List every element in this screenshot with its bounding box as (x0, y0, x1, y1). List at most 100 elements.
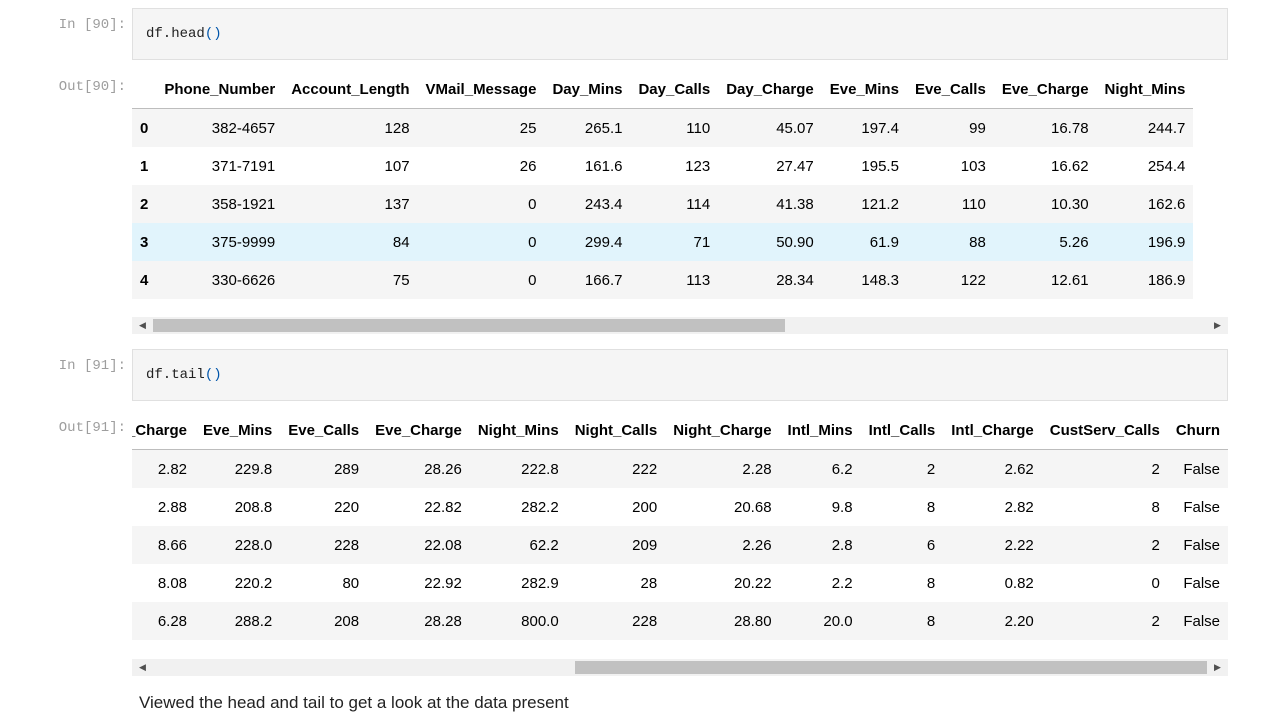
in-prompt-91: In [91]: (58, 358, 126, 374)
table-cell: 382-4657 (211, 119, 276, 137)
table-cell: 229.8 (234, 460, 273, 478)
table-cell: 162.6 (1147, 195, 1186, 213)
table-cell: 0.82 (1004, 574, 1034, 592)
column-header: Eve_Charge (367, 411, 470, 450)
table-cell: 84 (392, 233, 410, 251)
table-cell: 330-6626 (211, 271, 276, 289)
table-cell: 0 (1151, 574, 1160, 592)
table-cell: 128 (384, 119, 410, 137)
table-row: 4 330-6626 75 0 166.7 113 28.34 148.3 122 12.61 18… (132, 261, 1194, 299)
table-cell: 28 (640, 574, 658, 592)
code-text[interactable]: df.head() (146, 26, 222, 42)
table-cell: 6.2 (831, 460, 853, 478)
table-cell: 299.4 (584, 233, 623, 251)
table-cell: 28.28 (424, 612, 462, 630)
scrollbar-thumb[interactable] (153, 319, 786, 332)
row-index: 0 (140, 119, 149, 137)
table-cell: 110 (961, 195, 986, 213)
column-header: Intl_Mins (779, 411, 861, 450)
table-cell: 2.22 (1004, 536, 1034, 554)
table-cell: 12.61 (1051, 271, 1089, 289)
table-cell: 2.88 (157, 498, 188, 516)
head-dataframe-table: Phone_Number Account_Length VMail_Message D… (132, 70, 1194, 299)
table-cell: 6 (926, 536, 936, 554)
table-cell: 20.68 (734, 498, 772, 516)
table-cell: 2 (1151, 460, 1160, 478)
table-cell: 243.4 (584, 195, 623, 213)
column-header: Eve_Mins (821, 70, 907, 109)
table-cell: 137 (384, 195, 410, 213)
code-text[interactable]: df.tail() (146, 367, 222, 383)
table-cell: 2.8 (831, 536, 853, 554)
table-cell: 208.8 (234, 498, 273, 516)
table-cell: 5.26 (1059, 233, 1089, 251)
tail-horizontal-scrollbar[interactable]: ◀ ▶ (132, 659, 1228, 676)
table-cell: 26 (519, 157, 537, 175)
table-cell: 122 (960, 271, 986, 289)
table-cell: 28.26 (424, 460, 462, 478)
tail-output: Day_ChargeEve_MinsEve_CallsEve_ChargeNig… (132, 411, 1228, 641)
table-cell: 186.9 (1147, 271, 1186, 289)
column-header: Night_Charge (665, 411, 780, 450)
column-header: Eve_Calls (280, 411, 368, 450)
code-cell-head[interactable]: df.head() (132, 8, 1228, 60)
table-cell: 8 (1151, 498, 1160, 516)
table-cell: False (1183, 536, 1220, 554)
table-cell: 209 (632, 536, 658, 554)
table-cell: 358-1921 (211, 195, 276, 213)
table-cell: 22.08 (424, 536, 462, 554)
table-cell: 16.78 (1051, 119, 1089, 137)
table-cell: 50.90 (776, 233, 814, 251)
table-cell: 80 (342, 574, 360, 592)
table-cell: 123 (685, 157, 711, 175)
code-paren: () (204, 367, 222, 383)
column-header: Night_Calls (566, 411, 666, 450)
table-cell: 161.6 (584, 157, 623, 175)
column-header (132, 70, 157, 109)
table-cell: 121.2 (861, 195, 899, 213)
scroll-left-arrow-icon[interactable]: ◀ (139, 662, 146, 672)
table-cell: 8.08 (157, 574, 188, 592)
table-cell: 110 (686, 119, 711, 137)
table-cell: 228.0 (234, 536, 273, 554)
scroll-right-arrow-icon[interactable]: ▶ (1214, 662, 1221, 672)
column-header: Phone_Number (156, 70, 284, 109)
table-cell: False (1183, 612, 1220, 630)
scroll-right-arrow-icon[interactable]: ▶ (1214, 320, 1221, 330)
column-header: Account_Length (283, 70, 418, 109)
table-cell: 88 (969, 233, 986, 251)
table-cell: 228 (334, 536, 360, 554)
head-horizontal-scrollbar[interactable]: ◀ ▶ (132, 317, 1228, 334)
scrollbar-thumb[interactable] (574, 661, 1207, 674)
table-cell: 6.28 (157, 612, 188, 630)
table-cell: False (1183, 498, 1220, 516)
table-cell: 197.4 (861, 119, 899, 137)
table-cell: 208 (334, 612, 360, 630)
table-cell: 222 (632, 460, 658, 478)
table-cell: 2.2 (831, 574, 853, 592)
out-prompt-90: Out[90]: (58, 79, 126, 95)
column-header: Intl_Charge (943, 411, 1042, 450)
table-cell: 20.0 (823, 612, 853, 630)
scroll-left-arrow-icon[interactable]: ◀ (139, 320, 146, 330)
table-row: 2.82 229.8 289 28.26 222.8 222 2.28 6.2 2 2.62 2 Fa… (132, 449, 1228, 488)
code-cell-tail[interactable]: df.tail() (132, 349, 1228, 401)
table-cell: 0 (528, 271, 537, 289)
row-index: 1 (140, 157, 149, 175)
table-cell: 375-9999 (211, 233, 276, 251)
column-header: Intl_Calls (860, 411, 944, 450)
table-cell: 8 (926, 574, 936, 592)
column-header: Day_Charge (718, 70, 822, 109)
table-cell: 282.9 (521, 574, 559, 592)
code-paren: () (204, 26, 222, 42)
column-header: VMail_Message (417, 70, 545, 109)
table-cell: 254.4 (1147, 157, 1186, 175)
table-cell: 45.07 (776, 119, 814, 137)
table-cell: 2 (1151, 536, 1160, 554)
table-cell: 107 (384, 157, 410, 175)
table-cell: 228 (632, 612, 658, 630)
table-cell: 16.62 (1051, 157, 1089, 175)
column-header: Churn (1167, 411, 1228, 450)
table-cell: 200 (632, 498, 658, 516)
table-cell: 2.26 (742, 536, 772, 554)
